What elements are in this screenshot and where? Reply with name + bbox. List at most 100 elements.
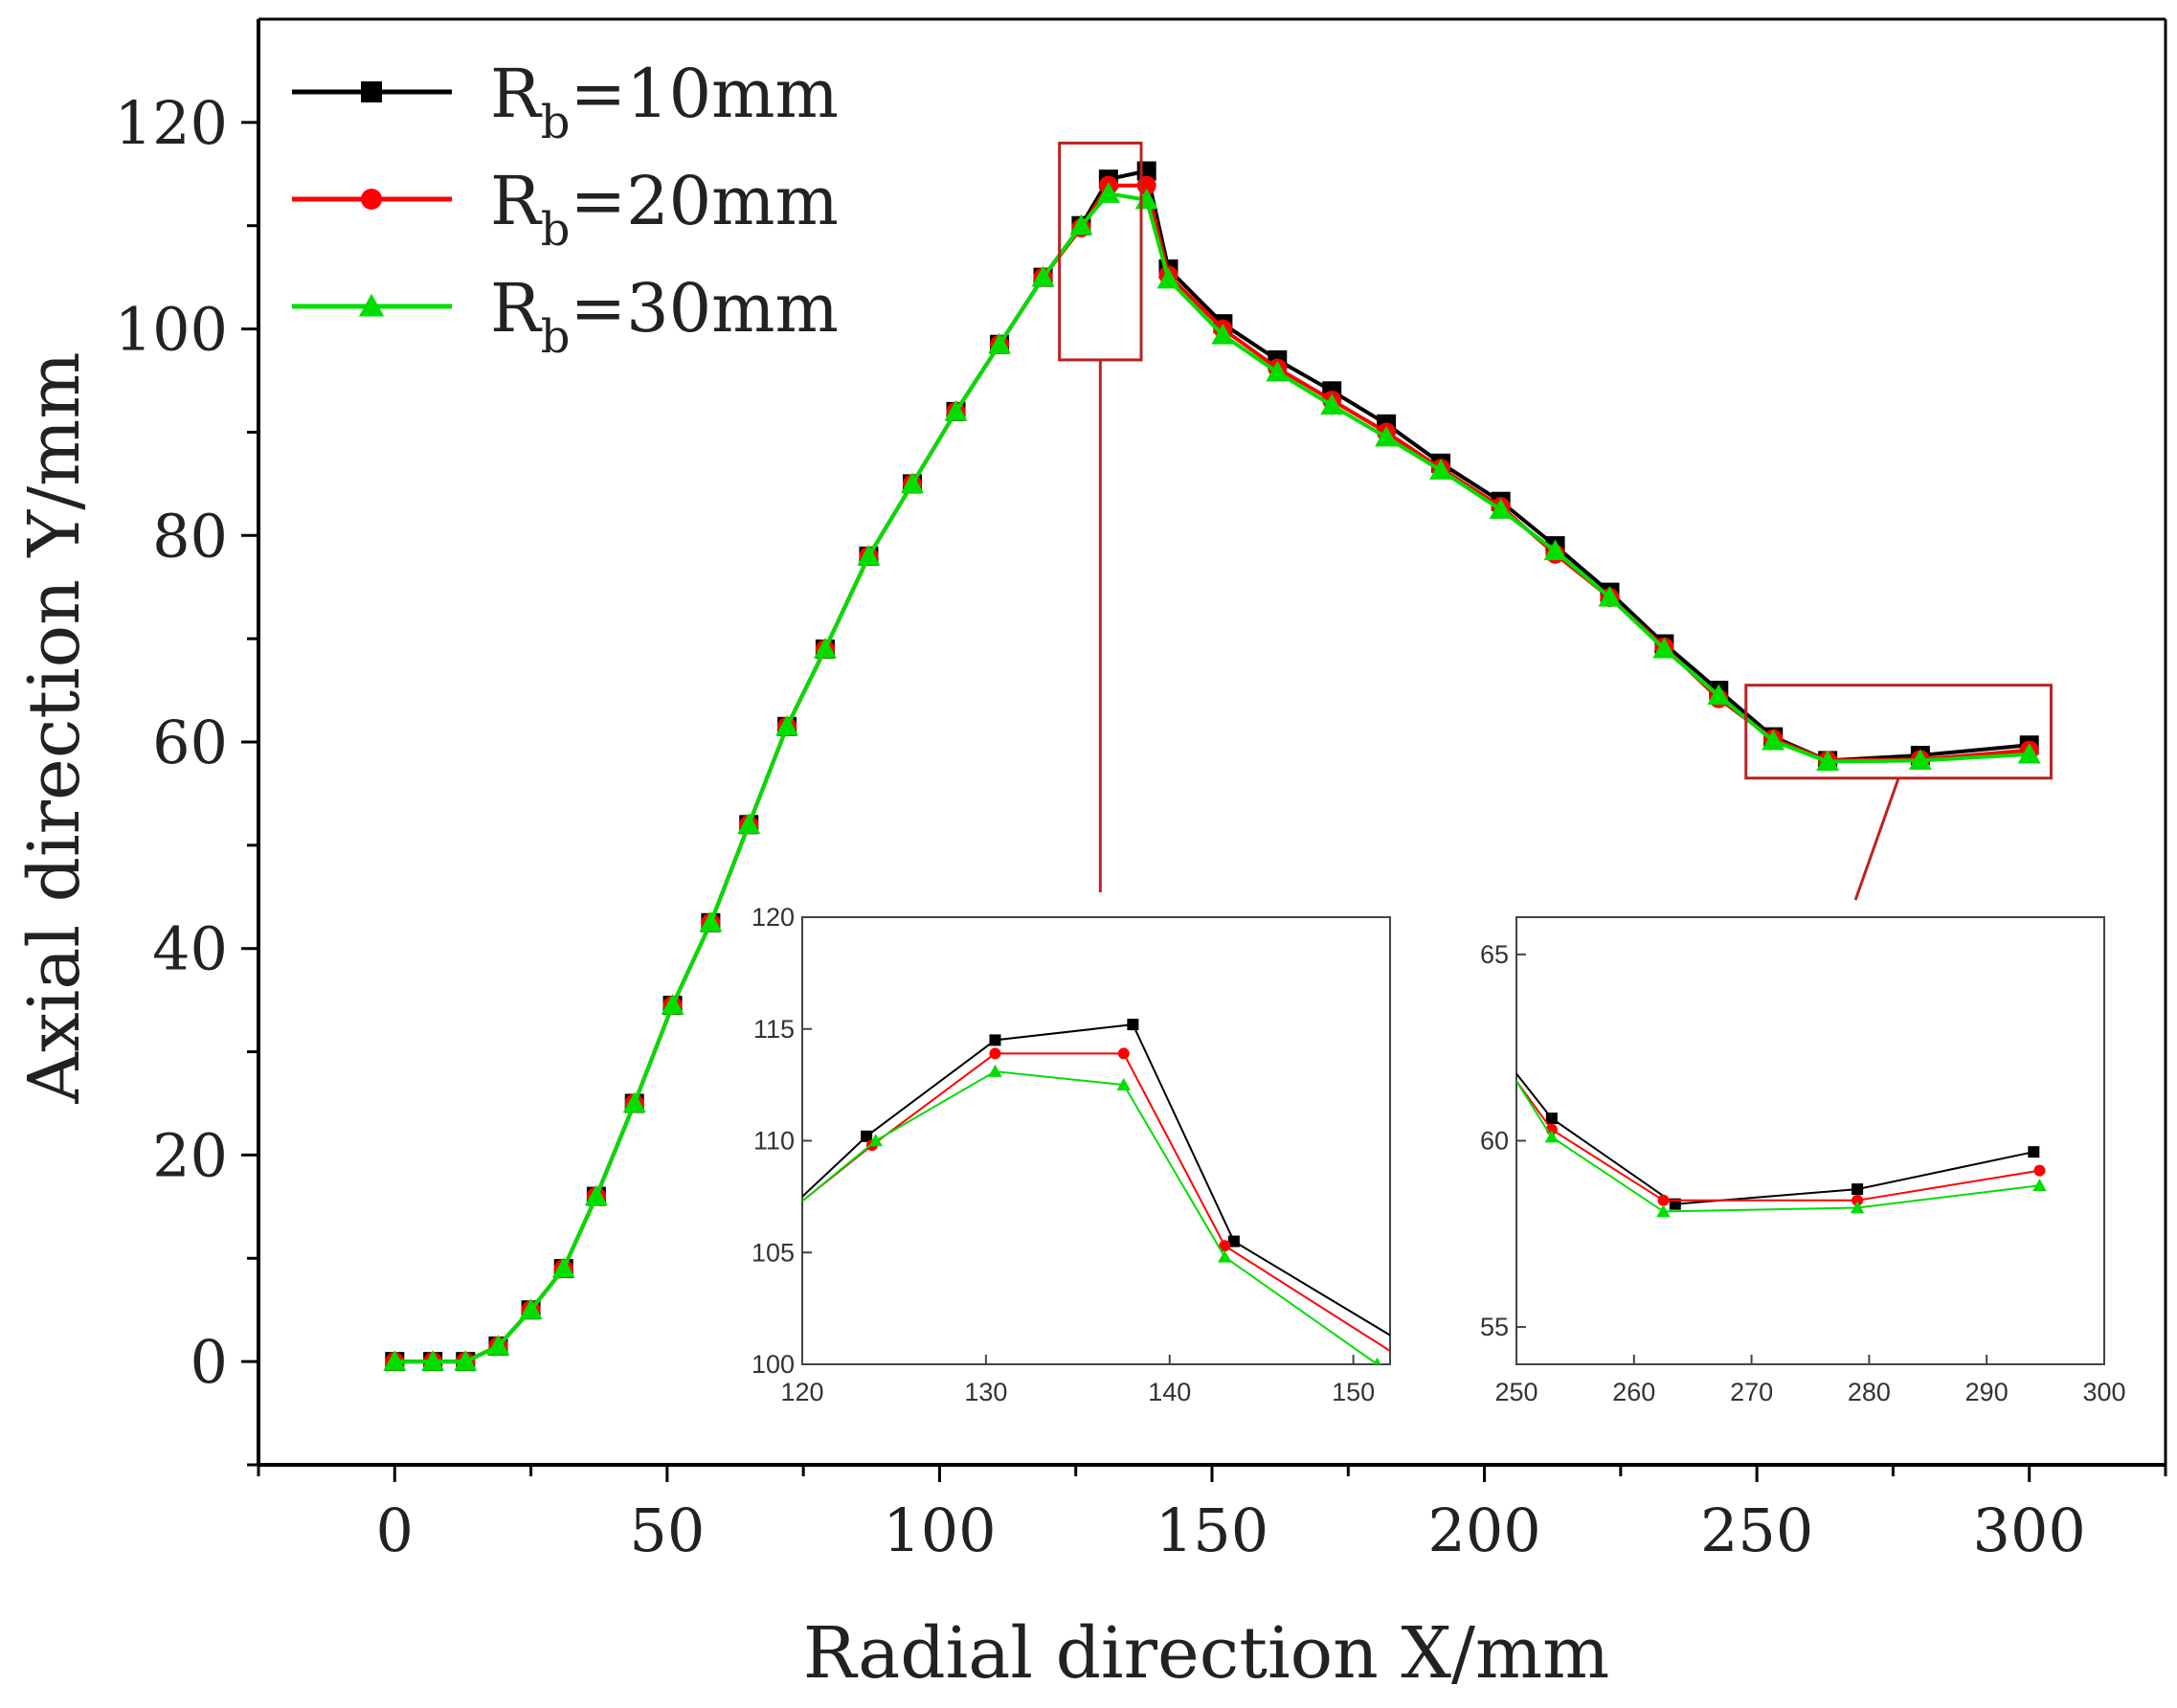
data-point	[486, 1334, 510, 1356]
x-tick-label: 100	[883, 1495, 996, 1565]
inset-x-tick-label: 260	[1612, 1378, 1655, 1406]
inset-data-point	[2032, 1179, 2047, 1191]
data-point	[857, 544, 881, 566]
inset-x-tick-label: 130	[964, 1378, 1007, 1406]
data-point	[1096, 182, 1120, 203]
inset-y-tick-label: 110	[753, 1127, 795, 1156]
data-point	[584, 1184, 608, 1206]
y-tick-label: 120	[115, 88, 228, 158]
inset-data-point	[1219, 1240, 1231, 1252]
y-tick-label: 100	[115, 295, 228, 365]
y-tick-label: 80	[152, 501, 228, 571]
inset-x-tick-label: 120	[780, 1378, 823, 1406]
inset-data-point	[1657, 1194, 1670, 1206]
legend-swatch-marker	[358, 293, 385, 317]
inset-data-point	[1117, 1047, 1130, 1060]
inset-series-line	[802, 1070, 1379, 1364]
inset-x-tick-label: 150	[1332, 1378, 1375, 1406]
data-point	[519, 1298, 543, 1319]
inset-y-tick-label: 65	[1480, 940, 1509, 969]
inset-data-point	[1227, 1235, 1240, 1247]
data-point	[1156, 267, 1180, 289]
data-point	[737, 813, 761, 834]
data-point	[1031, 265, 1055, 287]
x-tick-label: 300	[1973, 1495, 2086, 1565]
data-point	[1489, 498, 1513, 519]
data-point	[622, 1091, 646, 1113]
data-point	[551, 1257, 575, 1278]
data-point	[944, 399, 968, 421]
inset-data-point	[1218, 1249, 1232, 1263]
inset-series-1	[802, 1019, 1390, 1337]
inset-data-point	[861, 1130, 873, 1142]
legend: Rb=10mm Rb=20mm Rb=30mm	[292, 55, 839, 364]
data-point	[1762, 729, 1785, 751]
inset-data-point	[1116, 1077, 1131, 1090]
y-axis-label: Axial direction Y/mm	[13, 351, 96, 1104]
data-point	[1652, 637, 1676, 659]
data-point	[775, 714, 799, 736]
x-tick-label: 50	[629, 1495, 705, 1565]
data-point	[661, 994, 685, 1015]
inset-data-point	[1545, 1112, 1558, 1125]
y-tick-label: 60	[152, 708, 228, 777]
inset-data-point	[1852, 1194, 1864, 1206]
data-point	[454, 1350, 478, 1371]
inset-series-line	[802, 1023, 1390, 1337]
x-tick-label: 150	[1156, 1495, 1268, 1565]
inset-x-tick-label: 250	[1494, 1378, 1537, 1406]
legend-entry-1: Rb=10mm	[292, 55, 839, 149]
inset-flat-plot: 55 60 65 250 260 270 280 290 300	[1480, 916, 2126, 1406]
inset-data-point	[2028, 1146, 2040, 1158]
legend-label: Rb=30mm	[490, 269, 839, 364]
inset-series-group	[1516, 1072, 2047, 1218]
inset-data-point	[1127, 1019, 1139, 1031]
data-point	[1211, 324, 1235, 345]
data-point	[1266, 360, 1290, 382]
inset-y-tick-label: 115	[753, 1015, 795, 1044]
inset-y-tick-label: 120	[752, 903, 795, 932]
inset-data-point	[988, 1064, 1002, 1077]
y-tick-label: 40	[152, 914, 228, 984]
legend-swatch-marker	[361, 189, 382, 210]
inset-data-point	[2033, 1164, 2046, 1177]
inset-x-tick-label: 140	[1148, 1378, 1191, 1406]
data-point	[1429, 459, 1453, 480]
inset-data-point	[989, 1047, 1001, 1060]
x-tick-label: 250	[1700, 1495, 1813, 1565]
inset-data-point	[1850, 1201, 1865, 1214]
data-point	[1320, 393, 1344, 415]
data-point	[383, 1350, 407, 1371]
inset-y-tick-label: 100	[752, 1350, 795, 1379]
data-point	[988, 332, 1012, 354]
zoom-connector-2	[1853, 777, 1900, 901]
inset-y-tick-label: 60	[1480, 1127, 1509, 1156]
legend-entry-2: Rb=20mm	[292, 162, 839, 257]
inset-x-tick-label: 300	[2082, 1378, 2125, 1406]
data-point	[1375, 425, 1399, 447]
legend-entry-3: Rb=30mm	[292, 269, 839, 364]
data-point	[1543, 539, 1567, 561]
y-tick-label: 0	[191, 1327, 228, 1397]
data-point	[813, 637, 837, 659]
inset-data-point	[1544, 1130, 1560, 1143]
data-point	[1707, 684, 1731, 706]
legend-label: Rb=20mm	[490, 162, 839, 257]
y-tick-label: 20	[152, 1120, 228, 1190]
inset-data-point	[989, 1034, 1001, 1046]
data-point	[1598, 586, 1622, 607]
inset-peak-plot: 100 105 110 115 120 120 130 140 150	[752, 903, 1391, 1406]
data-point	[1816, 750, 1840, 772]
inset-data-point	[1852, 1183, 1864, 1196]
inset-series-3	[1516, 1080, 2047, 1218]
data-point	[1908, 749, 1932, 771]
data-point	[421, 1350, 445, 1371]
inset-series-2	[1516, 1080, 2046, 1206]
inset-frame	[1515, 916, 2105, 1365]
x-tick-label: 200	[1427, 1495, 1540, 1565]
inset-x-tick-label: 290	[1965, 1378, 2009, 1406]
data-point	[900, 472, 924, 493]
legend-swatch-marker	[361, 81, 382, 102]
